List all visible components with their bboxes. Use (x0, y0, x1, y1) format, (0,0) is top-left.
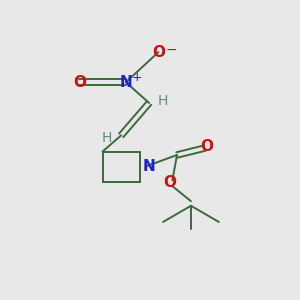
Text: +: + (131, 70, 142, 84)
Text: O: O (73, 75, 86, 90)
Text: H: H (102, 130, 112, 145)
Text: N: N (119, 75, 132, 90)
Text: N: N (142, 159, 155, 174)
Text: O: O (164, 175, 176, 190)
Text: O: O (152, 45, 165, 60)
Text: −: − (165, 43, 177, 57)
Text: H: H (158, 94, 168, 108)
Text: O: O (201, 140, 214, 154)
